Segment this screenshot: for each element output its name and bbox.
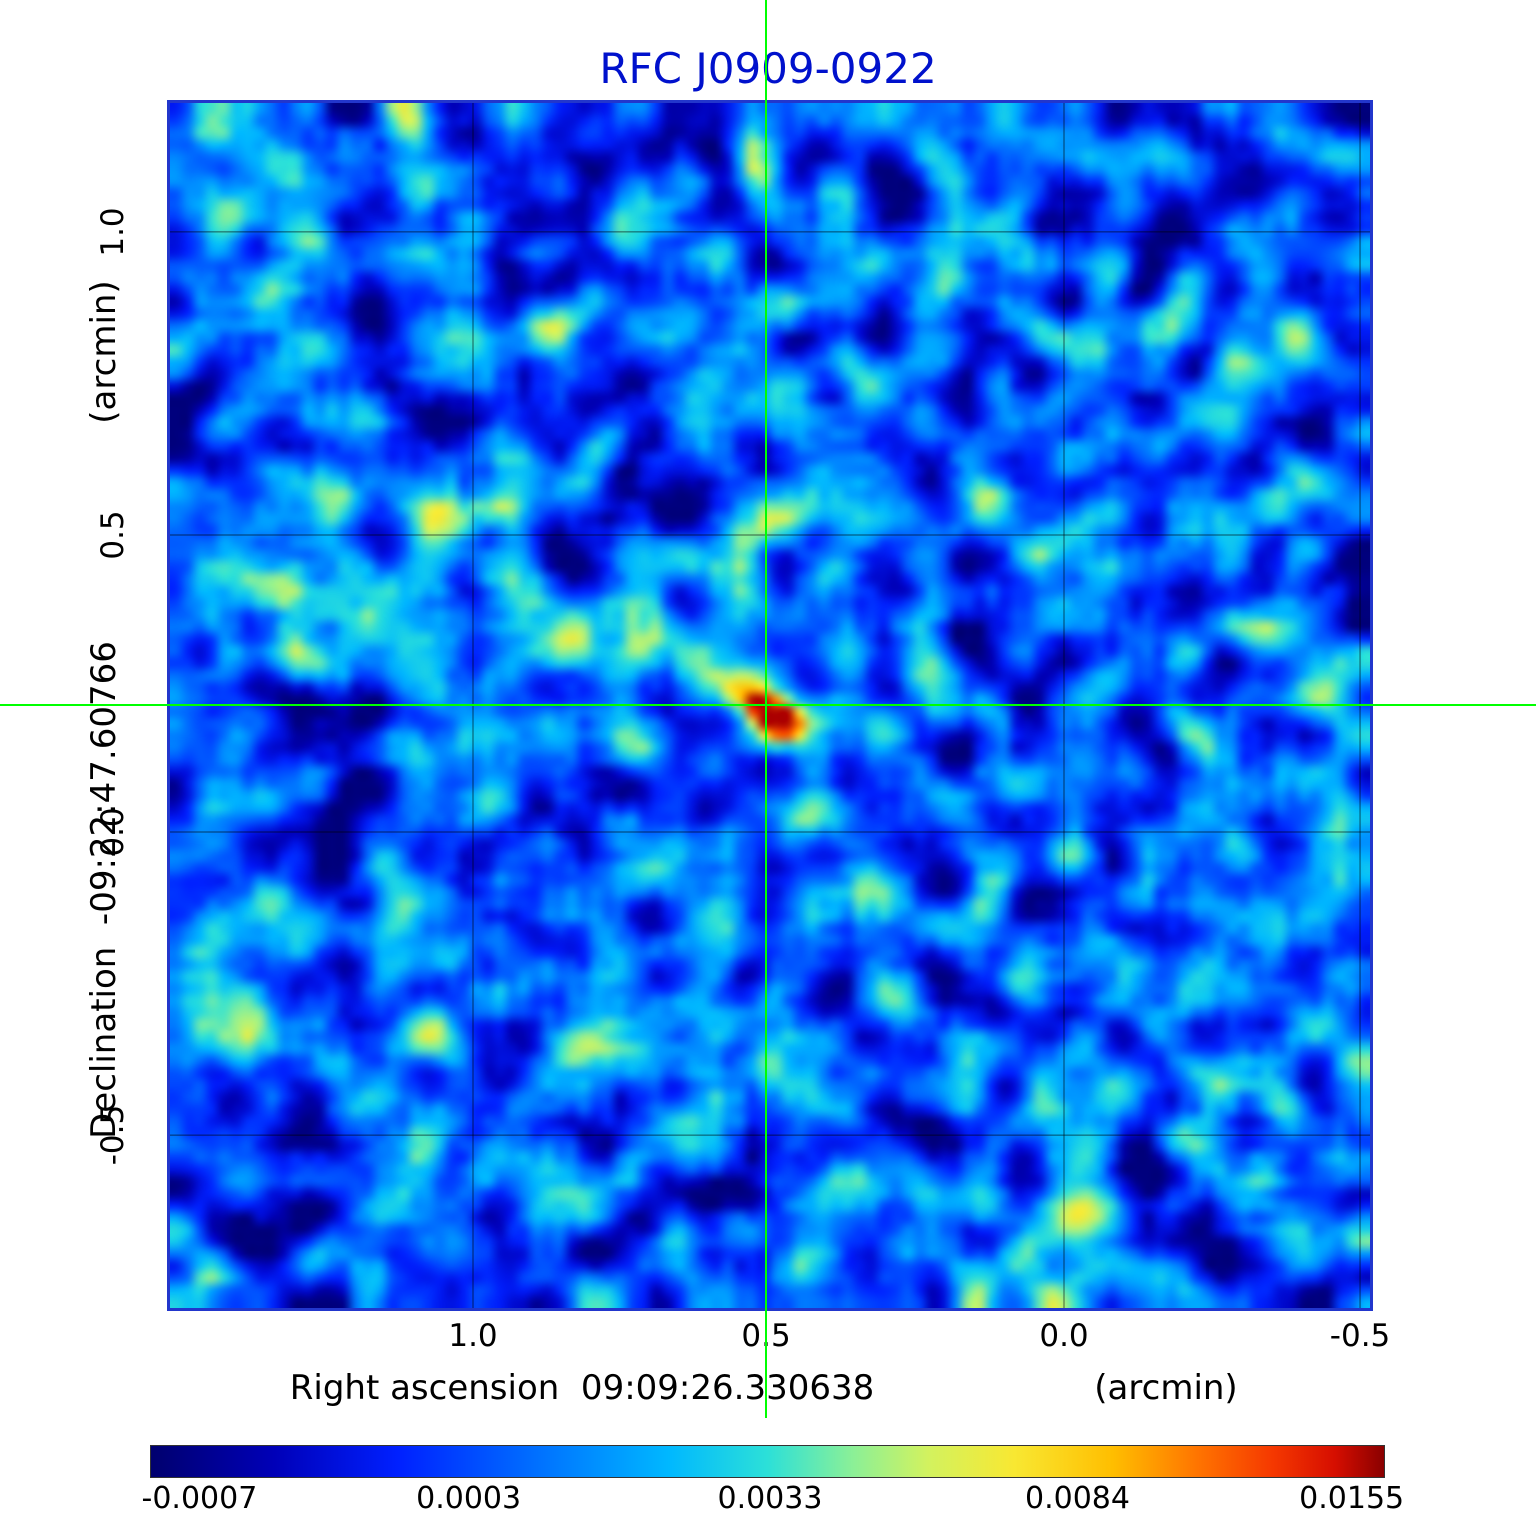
colorbar-tick-label: 0.0033 [717, 1481, 823, 1516]
y-tick-label: 0.5 [95, 510, 131, 560]
colorbar-tick-label: 0.0155 [1299, 1481, 1405, 1516]
colorbar [150, 1445, 1385, 1478]
y-tick-label: -0.5 [95, 1104, 131, 1166]
x-axis-title: Right ascension 09:09:26.330638 [289, 1368, 875, 1408]
plot-title: RFC J0909-0922 [599, 44, 937, 93]
crosshair-horizontal-line [0, 703, 1536, 706]
y-tick-label: 1.0 [95, 207, 131, 257]
colorbar-tick-label: 0.0003 [416, 1481, 522, 1516]
colorbar-tick-label: 0.0084 [1024, 1481, 1130, 1516]
y-axis-title: Declination -09:22:47.60766 [84, 641, 124, 1139]
y-axis-unit-label: (arcmin) [84, 280, 124, 424]
x-axis-unit-label: (arcmin) [1094, 1368, 1238, 1408]
x-tick-label: 0.0 [1039, 1318, 1089, 1354]
colorbar-tick-label: -0.0007 [141, 1481, 258, 1516]
x-tick-label: 1.0 [448, 1318, 498, 1354]
x-tick-label: -0.5 [1329, 1318, 1391, 1354]
crosshair-vertical-line [765, 0, 768, 1418]
colorbar-gradient [151, 1446, 1384, 1477]
y-tick-label: 0.0 [95, 807, 131, 857]
